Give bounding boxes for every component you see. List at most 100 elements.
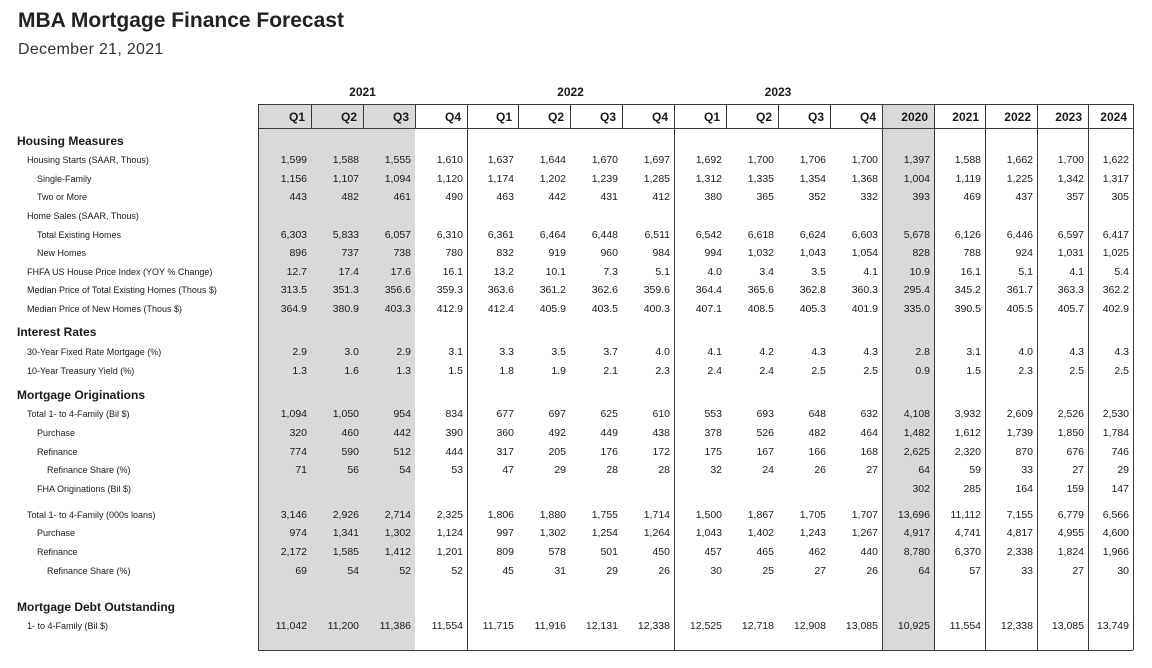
table-cell: 30 (710, 565, 722, 577)
table-cell: 405.9 (539, 303, 566, 315)
table-cell: 393 (912, 191, 930, 203)
table-cell: 1,368 (851, 173, 878, 185)
table-cell: 2.9 (292, 346, 307, 358)
table-cell: 984 (652, 247, 670, 259)
table-cell: 2,526 (1057, 408, 1084, 420)
table-cell: 2,338 (1006, 546, 1033, 558)
table-cell: 994 (704, 247, 722, 259)
table-cell: 6,303 (280, 229, 307, 241)
table-cell: 12,338 (637, 620, 670, 632)
table-cell: 4.0 (655, 346, 670, 358)
table-cell: 526 (756, 427, 774, 439)
table-cell: 1,124 (436, 527, 463, 539)
table-cell: 364.4 (695, 284, 722, 296)
table-cell: 1,880 (539, 509, 566, 521)
table-cell: 59 (969, 464, 981, 476)
table-cell: 4.0 (707, 266, 722, 278)
table-cell: 205 (548, 446, 566, 458)
section-title: Housing Measures (17, 134, 124, 148)
table-cell: 6,618 (747, 229, 774, 241)
table-cell: 400.3 (643, 303, 670, 315)
table-cell: 1,239 (591, 173, 618, 185)
row-label: Purchase (37, 428, 76, 438)
table-cell: 3.1 (448, 346, 463, 358)
table-cell: 285 (963, 483, 981, 495)
table-cell: 6,126 (954, 229, 981, 241)
table-cell: 1,806 (487, 509, 514, 521)
table-cell: 0.9 (915, 365, 930, 377)
table-cell: 11,554 (949, 620, 981, 632)
table-cell: 172 (652, 446, 670, 458)
table-cell: 7.3 (603, 266, 618, 278)
year-header: 2021 (349, 85, 376, 99)
column-header: Q4 (651, 110, 668, 124)
table-cell: 1,312 (695, 173, 722, 185)
column-header: Q3 (599, 110, 616, 124)
table-cell: 2.5 (811, 365, 826, 377)
table-cell: 6,361 (487, 229, 514, 241)
table-cell: 1,599 (280, 154, 307, 166)
table-cell: 2,714 (384, 509, 411, 521)
year-header: 2023 (764, 85, 792, 99)
table-cell: 693 (756, 408, 774, 420)
table-cell: 1,706 (799, 154, 826, 166)
table-cell: 378 (704, 427, 722, 439)
table-cell: 461 (393, 191, 411, 203)
table-cell: 438 (652, 427, 670, 439)
row-label: Total 1- to 4-Family (000s loans) (27, 510, 156, 520)
table-cell: 6,464 (539, 229, 566, 241)
table-cell: 11,386 (379, 620, 411, 632)
table-cell: 412.4 (487, 303, 514, 315)
table-cell: 412.9 (436, 303, 463, 315)
table-cell: 482 (808, 427, 826, 439)
table-cell: 317 (496, 446, 514, 458)
table-cell: 64 (918, 565, 930, 577)
column-divider (1088, 104, 1089, 650)
table-cell: 1,120 (436, 173, 463, 185)
table-cell: 33 (1021, 464, 1033, 476)
table-cell: 3.5 (551, 346, 566, 358)
table-cell: 12,908 (793, 620, 826, 632)
table-cell: 1,201 (436, 546, 463, 558)
table-cell: 1,850 (1057, 427, 1084, 439)
table-cell: 8,780 (903, 546, 930, 558)
table-cell: 780 (445, 247, 463, 259)
table-cell: 676 (1066, 446, 1084, 458)
table-cell: 29 (554, 464, 566, 476)
table-cell: 362.6 (591, 284, 618, 296)
row-label: FHFA US House Price Index (YOY % Change) (27, 267, 213, 277)
table-cell: 2.5 (1069, 365, 1084, 377)
table-cell: 1,264 (643, 527, 670, 539)
table-cell: 465 (756, 546, 774, 558)
column-header: Q4 (859, 110, 876, 124)
table-cell: 6,566 (1102, 509, 1129, 521)
column-header: Q2 (547, 110, 564, 124)
table-cell: 12.7 (286, 266, 307, 278)
table-cell: 13,085 (1051, 620, 1084, 632)
table-cell: 1.8 (499, 365, 514, 377)
table-cell: 27 (1072, 565, 1084, 577)
table-cell: 10.9 (909, 266, 930, 278)
table-cell: 2.4 (759, 365, 774, 377)
table-cell: 1.6 (344, 365, 359, 377)
table-cell: 29 (606, 565, 618, 577)
table-cell: 362.2 (1102, 284, 1129, 296)
table-cell: 2.9 (396, 346, 411, 358)
table-cell: 2.1 (603, 365, 618, 377)
table-cell: 3,932 (954, 408, 981, 420)
table-cell: 1,156 (280, 173, 307, 185)
table-cell: 1,174 (487, 173, 514, 185)
table-cell: 6,310 (436, 229, 463, 241)
column-divider (258, 104, 259, 650)
table-cell: 482 (341, 191, 359, 203)
table-cell: 1,043 (695, 527, 722, 539)
table-cell: 6,057 (384, 229, 411, 241)
table-cell: 53 (451, 464, 463, 476)
header-divider (830, 104, 831, 128)
column-header: Q3 (392, 110, 409, 124)
table-cell: 1,707 (851, 509, 878, 521)
table-cell: 919 (548, 247, 566, 259)
table-cell: 1,612 (954, 427, 981, 439)
column-divider (934, 104, 935, 650)
